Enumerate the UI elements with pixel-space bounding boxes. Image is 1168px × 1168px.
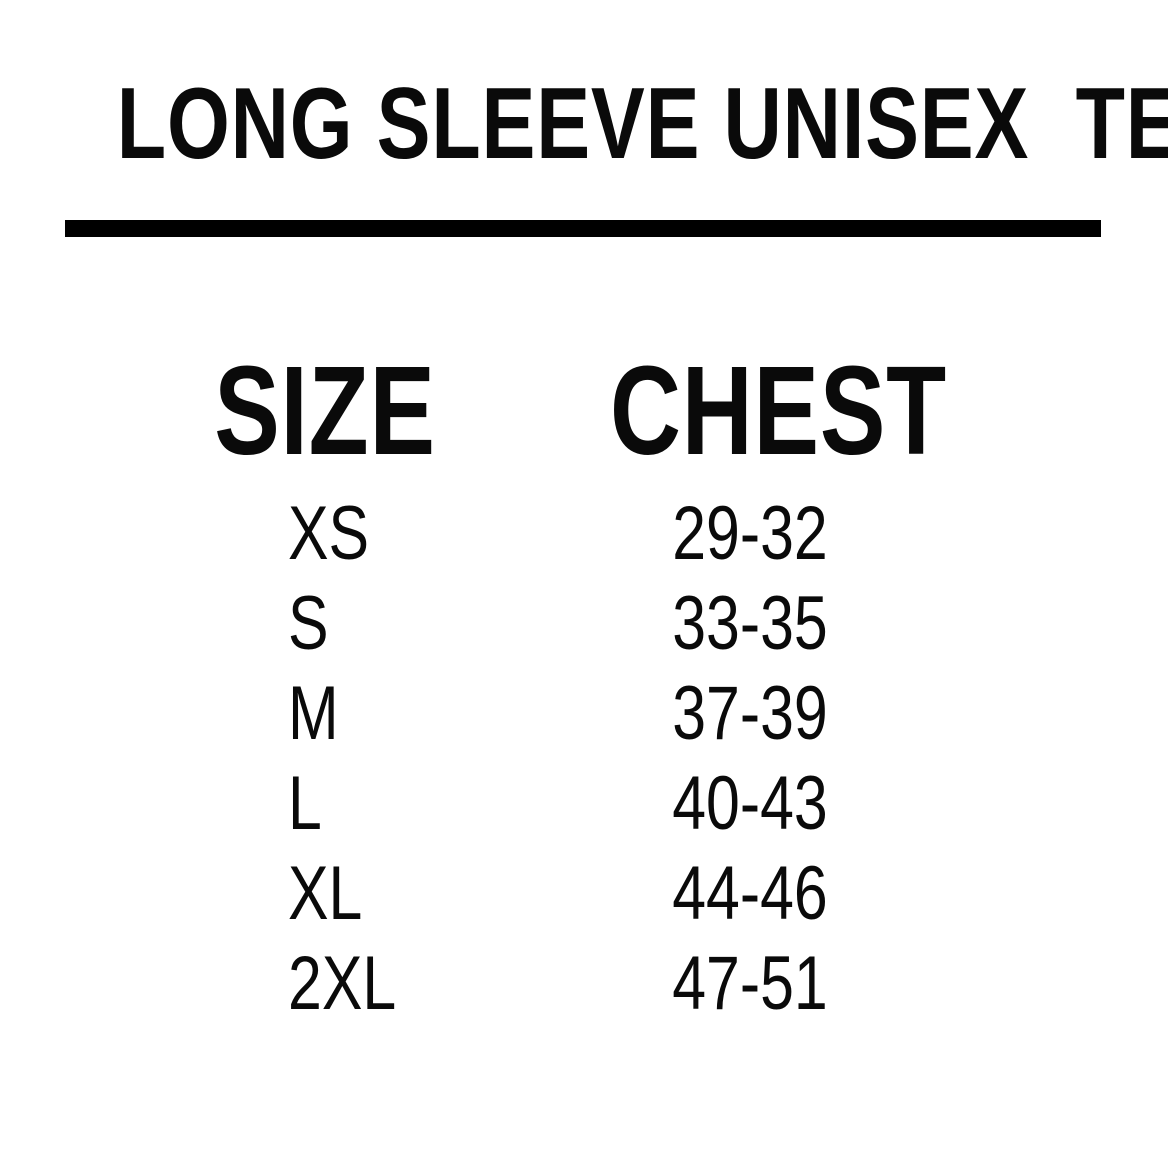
table-row: M 37-39 [0,676,1168,766]
table-row: XL 44-46 [0,856,1168,946]
table-row: XS 29-32 [0,496,1168,586]
column-header-chest: CHEST [610,340,947,481]
cell-size: XS [288,491,370,576]
table-row: 2XL 47-51 [0,946,1168,1036]
cell-size: L [288,761,322,846]
cell-size: XL [288,851,363,936]
title-divider [65,220,1101,237]
cell-size: 2XL [288,941,397,1026]
cell-chest: 33-35 [672,581,828,666]
cell-chest: 40-43 [672,761,828,846]
cell-chest: 29-32 [672,491,828,576]
cell-size: M [288,671,339,756]
cell-chest: 47-51 [672,941,828,1026]
table-row: L 40-43 [0,766,1168,856]
cell-chest: 44-46 [672,851,828,936]
cell-size: S [288,581,329,666]
column-header-size: SIZE [214,340,436,481]
table-row: S 33-35 [0,586,1168,676]
cell-chest: 37-39 [672,671,828,756]
